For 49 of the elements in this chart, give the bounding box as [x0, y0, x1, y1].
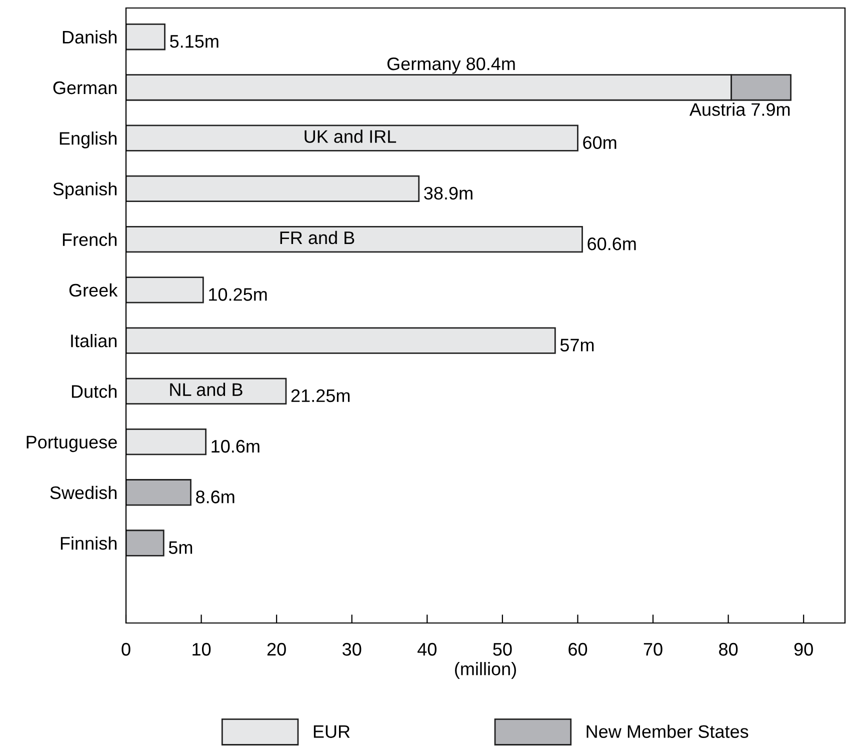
y-tick-label: German [53, 81, 116, 94]
annotation: FR and B [280, 230, 354, 244]
x-tick-label: 50 [493, 642, 512, 656]
bar [126, 276, 204, 304]
y-tick-label: French [62, 232, 116, 246]
bar [126, 479, 192, 506]
annotation: NL and B [170, 382, 242, 396]
y-tick-label: English [60, 132, 116, 148]
data-label: Austria 7.9m [689, 102, 790, 116]
y-tick-label: Swedish [50, 486, 116, 500]
x-tick-label: 70 [644, 642, 662, 656]
data-label: Germany 80.4m [387, 57, 515, 74]
data-label: 10.25m [209, 288, 267, 301]
y-tick-label: Dutch [72, 384, 116, 398]
x-axis-title: (million) [455, 662, 516, 679]
y-tick-label: Portuguese [26, 436, 117, 452]
bar [126, 378, 287, 405]
data-label: 60.6m [588, 237, 636, 250]
bar [126, 124, 578, 152]
bar [126, 530, 164, 556]
data-label: 8.6m [196, 490, 234, 504]
data-label: 60m [583, 136, 616, 150]
data-label: 5m [168, 541, 192, 554]
data-label: 21.25m [291, 389, 350, 402]
data-label: 38.9m [424, 186, 472, 200]
x-tick-label: 40 [418, 642, 436, 656]
data-label: 10.6m [212, 440, 260, 453]
bar [126, 24, 166, 50]
y-tick-label: Spanish [53, 182, 116, 199]
data-label: 5.15m [170, 35, 218, 48]
bar [126, 428, 206, 456]
bar [126, 327, 556, 354]
x-tick-label: 10 [192, 642, 211, 656]
y-tick-label: Danish [62, 30, 116, 44]
y-tick-label: Finnish [60, 536, 116, 550]
bar [126, 175, 420, 202]
annotation: UK and IRL [304, 130, 396, 143]
x-tick-label: 20 [267, 642, 286, 656]
y-tick-label: Italian [71, 334, 116, 348]
x-tick-label: 30 [342, 642, 362, 656]
x-tick-label: 60 [568, 642, 588, 656]
bar [126, 226, 583, 253]
x-tick-label: 80 [719, 642, 738, 656]
x-tick-label: 0 [122, 642, 130, 656]
y-tick-label: Greek [69, 283, 118, 297]
legend-label: EUR [314, 725, 350, 738]
legend-label: New Member States [586, 724, 748, 738]
x-tick-label: 90 [794, 642, 813, 656]
data-label: 57m [560, 338, 594, 352]
